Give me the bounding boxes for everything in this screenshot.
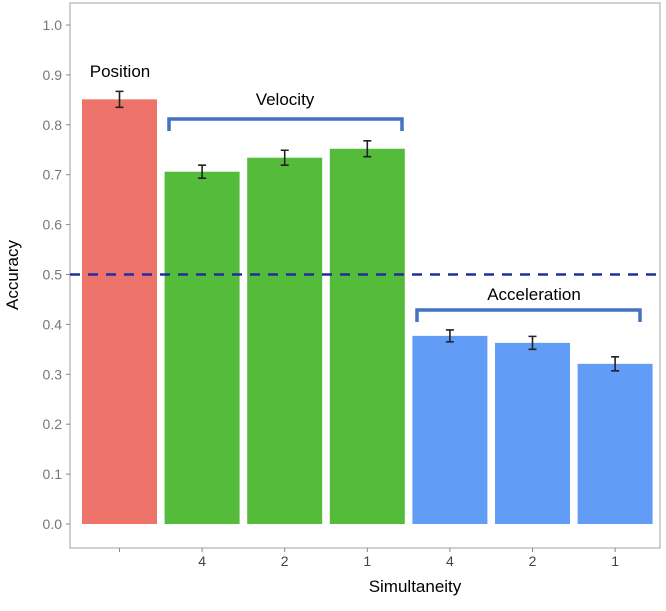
y-tick-label: 0.2 [43, 416, 63, 432]
bar-acceleration [495, 342, 570, 524]
bar-acceleration [577, 363, 653, 524]
bar-velocity [164, 171, 240, 524]
y-tick-label: 0.6 [43, 217, 63, 233]
y-tick-label: 0.1 [43, 466, 63, 482]
y-tick-label: 0.9 [43, 67, 63, 83]
error-bar [363, 139, 372, 158]
annotation-acceleration: Acceleration [487, 285, 581, 304]
x-tick-label: 4 [446, 553, 454, 569]
error-bar [115, 90, 124, 109]
x-tick-label: 2 [281, 553, 289, 569]
x-axis-title: Simultaneity [369, 577, 462, 596]
velocity-bracket [167, 117, 404, 131]
annotation-position: Position [90, 62, 150, 81]
annotation-velocity: Velocity [256, 90, 315, 109]
y-tick-label: 0.0 [43, 516, 63, 532]
error-bar [611, 356, 620, 372]
bar-acceleration [412, 335, 488, 524]
y-tick-label: 0.3 [43, 366, 63, 382]
y-tick-label: 0.8 [43, 117, 63, 133]
error-bar [198, 164, 207, 179]
x-tick-label: 4 [198, 553, 206, 569]
error-bar [280, 149, 289, 167]
x-tick-label: 1 [611, 553, 619, 569]
bar-velocity [329, 148, 405, 524]
bar-velocity [247, 157, 323, 524]
y-tick-label: 1.0 [43, 17, 63, 33]
y-tick-label: 0.5 [43, 267, 63, 283]
x-tick-label: 2 [529, 553, 537, 569]
y-tick-label: 0.7 [43, 167, 63, 183]
y-axis-title: Accuracy [3, 240, 22, 310]
x-tick-label: 1 [363, 553, 371, 569]
error-bar [445, 329, 454, 343]
error-bar [528, 335, 537, 351]
y-tick-label: 0.4 [43, 316, 63, 332]
bar-position [82, 99, 157, 524]
acceleration-bracket [415, 308, 642, 322]
